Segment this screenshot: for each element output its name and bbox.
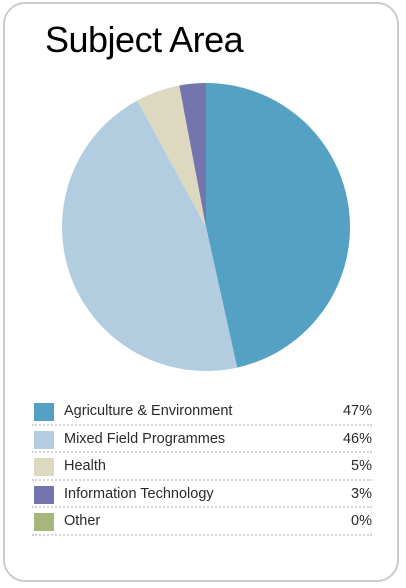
legend-item: Information Technology 3% [32, 481, 372, 508]
pie-chart [62, 83, 350, 372]
pie-slice-2 [137, 85, 206, 228]
pie-slice-0 [206, 83, 350, 368]
legend-swatch [34, 513, 54, 531]
legend-percent: 3% [351, 485, 372, 502]
legend-item: Health 5% [32, 453, 372, 481]
legend-item: Mixed Field Programmes 46% [32, 426, 372, 453]
legend-swatch [34, 458, 54, 476]
legend-swatch [34, 485, 54, 504]
pie-slice-3 [179, 83, 206, 227]
legend-swatch [34, 430, 54, 449]
legend-item: Agriculture & Environment 47% [32, 398, 372, 426]
legend-label: Information Technology [64, 485, 214, 502]
legend-label: Mixed Field Programmes [64, 430, 226, 447]
legend-label: Agriculture & Environment [64, 403, 233, 419]
pie-slice-1 [62, 100, 238, 372]
chart-title: Subject Area [45, 19, 244, 60]
legend-label: Health [64, 458, 106, 474]
legend-percent: 5% [351, 458, 372, 474]
legend-item: Other 0% [32, 508, 372, 536]
legend-percent: 47% [342, 403, 372, 419]
legend: Agriculture & Environment 47% Mixed Field … [32, 398, 372, 536]
legend-swatch [34, 403, 54, 421]
legend-percent: 0% [351, 513, 372, 529]
legend-percent: 46% [342, 430, 372, 447]
legend-label: Other [64, 513, 101, 529]
